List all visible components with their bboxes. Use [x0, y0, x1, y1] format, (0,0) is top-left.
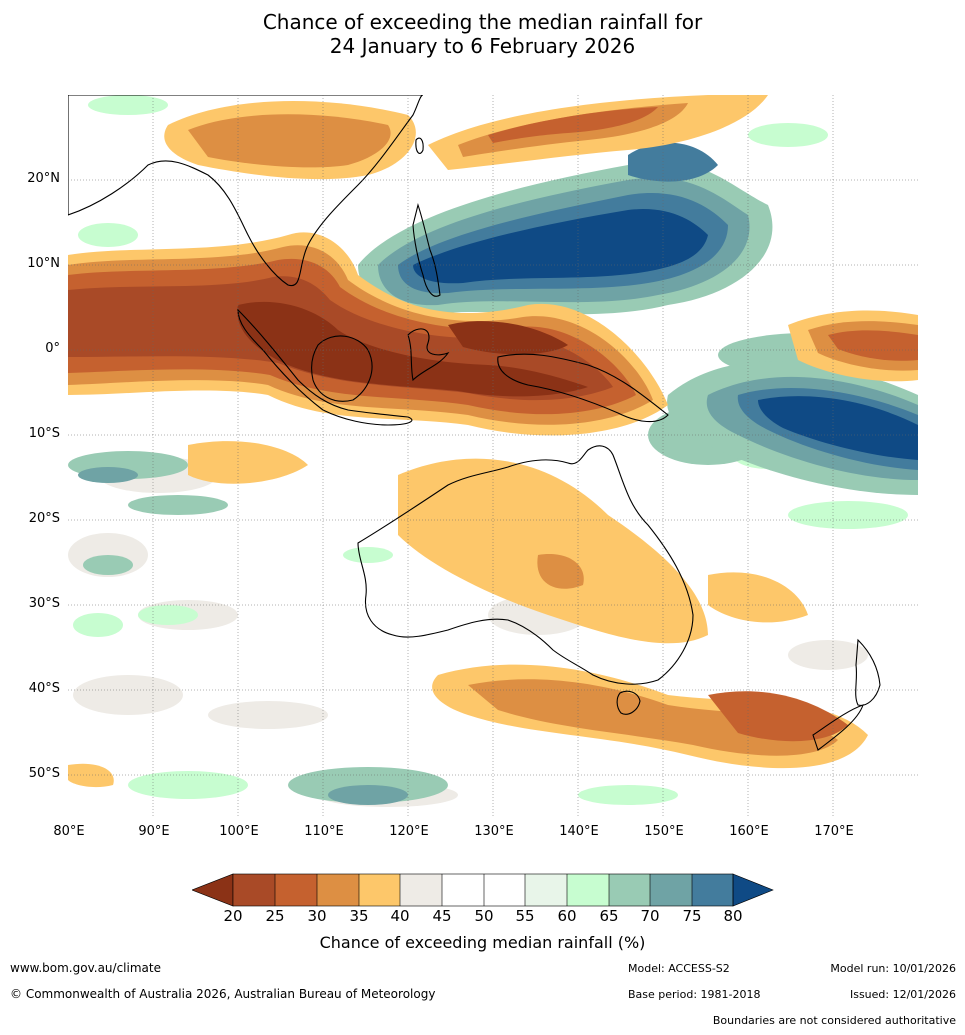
colorbar-segment [484, 874, 525, 906]
graticule [68, 95, 918, 817]
title-line-1: Chance of exceeding the median rainfall … [262, 10, 703, 34]
lat-label-50s: 50°S [28, 766, 60, 781]
colorbar-segment [317, 874, 359, 906]
lat-label-10n: 10°N [27, 256, 60, 271]
wet-signal-north [358, 142, 773, 316]
lat-label-30s: 30°S [28, 596, 60, 611]
model-run-text: Model run: 10/01/2026 [830, 962, 956, 975]
colorbar-tick: 80 [723, 907, 743, 925]
lat-label-10s: 10°S [28, 426, 60, 441]
rainfall-map [68, 95, 918, 817]
lon-label-150e: 150°E [644, 824, 684, 839]
disclaimer-text: Boundaries are not considered authoritat… [712, 1014, 956, 1027]
lat-label-20s: 20°S [28, 511, 60, 526]
colorbar-segment [233, 874, 275, 906]
colorbar-upper-arrow [732, 873, 774, 907]
lon-label-90e: 90°E [138, 824, 170, 839]
colorbar-tick: 65 [599, 907, 619, 925]
colorbar-tick: 55 [515, 907, 535, 925]
colorbar-tick: 40 [390, 907, 410, 925]
wet-signal-southwest-pacific [667, 361, 918, 495]
lon-label-110e: 110°E [304, 824, 344, 839]
colorbar-segment [275, 874, 317, 906]
new-guinea-coastline [497, 353, 669, 423]
lon-label-100e: 100°E [219, 824, 259, 839]
colorbar-tick: 50 [474, 907, 494, 925]
colorbar-tick: 25 [265, 907, 285, 925]
lat-label-20n: 20°N [27, 171, 60, 186]
light-green-patches [73, 95, 908, 805]
issued-text: Issued: 12/01/2026 [849, 988, 956, 1001]
colorbar-tick: 70 [640, 907, 660, 925]
lon-label-120e: 120°E [389, 824, 429, 839]
colorbar-segment [525, 874, 567, 906]
dry-signal-north [164, 95, 768, 180]
sumatra-java-coastline [237, 308, 413, 426]
colorbar-tick: 60 [557, 907, 577, 925]
colorbar-segment [400, 874, 442, 906]
base-period-text: Base period: 1981-2018 [628, 988, 761, 1001]
rainfall-map-svg [68, 95, 918, 817]
colorbar-dividers [232, 873, 734, 907]
lat-label-40s: 40°S [28, 681, 60, 696]
australia-coastline [357, 445, 694, 685]
website-link[interactable]: www.bom.gov.au/climate [10, 961, 161, 975]
colorbar-segment [692, 874, 733, 906]
colorbar-label: Chance of exceeding median rainfall (%) [319, 933, 646, 952]
dry-signal-australia [68, 441, 868, 788]
lon-label-80e: 80°E [53, 824, 85, 839]
coastlines [68, 95, 881, 751]
taiwan-coastline [415, 137, 424, 154]
colorbar-segment [650, 874, 692, 906]
colorbar-segment [567, 874, 609, 906]
colorbar-tick: 30 [307, 907, 327, 925]
colorbar-segment [359, 874, 400, 906]
lon-label-140e: 140°E [559, 824, 599, 839]
new-zealand-coastline [812, 638, 881, 751]
colorbar-lower-arrow [191, 873, 234, 907]
colorbar-tick: 20 [223, 907, 243, 925]
colorbar-tick: 75 [682, 907, 702, 925]
dry-signal-maritime [68, 232, 668, 436]
dry-signal-east [788, 310, 918, 382]
borneo-coastline [311, 335, 373, 402]
model-text: Model: ACCESS-S2 [628, 962, 730, 975]
colorbar-segment [442, 874, 484, 906]
colorbar-tick: 35 [349, 907, 369, 925]
title-line-2: 24 January to 6 February 2026 [329, 34, 636, 58]
copyright-text: © Commonwealth of Australia 2026, Austra… [10, 987, 436, 1001]
map-title: Chance of exceeding the median rainfall … [0, 10, 965, 58]
philippines-coastline [412, 203, 441, 297]
lon-label-170e: 170°E [814, 824, 854, 839]
sulawesi-coastline [407, 328, 450, 382]
lon-label-160e: 160°E [729, 824, 769, 839]
colorbar-tick: 45 [432, 907, 452, 925]
lat-label-0: 0° [45, 341, 60, 356]
colorbar-svg [191, 873, 774, 907]
lon-label-130e: 130°E [474, 824, 514, 839]
asia-coastline [68, 95, 424, 287]
colorbar-segment [609, 874, 650, 906]
colorbar [191, 873, 774, 911]
tasmania-coastline [616, 690, 641, 715]
